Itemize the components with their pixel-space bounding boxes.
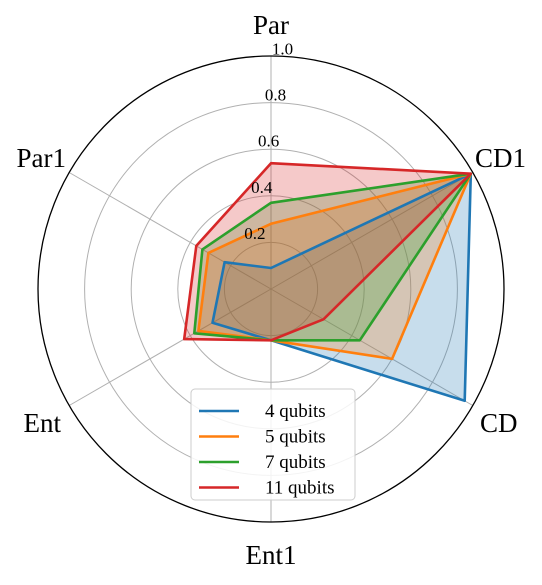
- legend: 4 qubits 5 qubits 7 qubits 11 qubits: [190, 388, 356, 501]
- legend-label-3: 11 qubits: [265, 478, 335, 499]
- r-tick-label: 0.8: [265, 86, 286, 105]
- series-area-1: [198, 173, 471, 359]
- series-line-3: [182, 161, 473, 342]
- r-tick-label: 0.6: [258, 132, 279, 151]
- legend-label-1: 5 qubits: [265, 427, 326, 448]
- axis-labels: Par CD1 CD Ent1 Ent Par1: [17, 10, 527, 570]
- axis-label-par: Par: [253, 10, 289, 40]
- legend-box: [190, 388, 356, 501]
- legend-label-2: 7 qubits: [265, 452, 326, 473]
- axis-label-cd1: CD1: [475, 143, 526, 173]
- r-tick-label: 1.0: [272, 40, 293, 59]
- r-tick-labels: 0.2 0.4 0.6 0.8 1.0: [244, 40, 293, 243]
- series-area-0: [212, 173, 471, 401]
- axis-label-cd: CD: [480, 408, 518, 438]
- axis-label-ent: Ent: [24, 408, 62, 438]
- grid-spoke: [270, 172, 474, 290]
- axis-label-par1: Par1: [17, 143, 67, 173]
- r-tick-label: 0.2: [244, 224, 265, 243]
- grid-spoke: [270, 288, 474, 406]
- axis-label-ent1: Ent1: [246, 540, 297, 570]
- grid-spoke: [68, 172, 272, 290]
- r-tick-label: 0.4: [251, 178, 273, 197]
- legend-label-0: 4 qubits: [265, 401, 326, 422]
- series-layer: [182, 161, 473, 403]
- series-area-2: [194, 173, 471, 341]
- outer-frame: [37, 55, 505, 523]
- grid-spoke: [68, 288, 272, 406]
